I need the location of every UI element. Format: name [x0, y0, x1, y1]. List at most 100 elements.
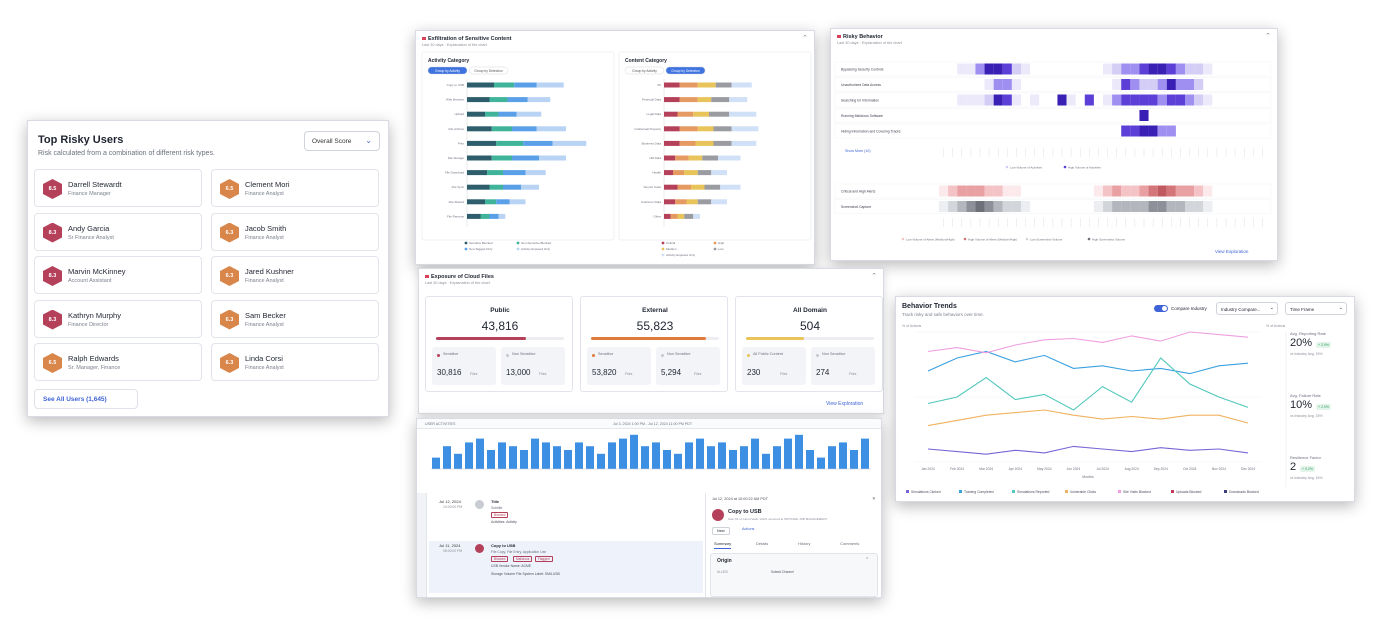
exposure-subpanel: Sensitive 53,820 Files — [587, 347, 651, 385]
group-toggle-button[interactable] — [624, 66, 665, 75]
detail-tab[interactable]: Details — [756, 541, 769, 546]
event-title: Copy to USB — [491, 543, 516, 548]
heatmap-cell — [1030, 94, 1040, 106]
see-all-users-button[interactable]: See All Users (1,645) — [34, 389, 138, 409]
event-detail: Storage Volume File System Label: SMILUS… — [491, 572, 560, 576]
group-toggle-button[interactable] — [665, 66, 706, 75]
x-tick-label: Sep 2024 — [1154, 467, 1168, 471]
user-card[interactable]: 6.3 Jacob Smith Finance Analyst — [211, 212, 379, 251]
heatmap-cell — [1157, 63, 1167, 75]
bar-segment — [679, 126, 698, 132]
user-card[interactable]: 6.5 Ralph Edwards Sr. Manager, Finance — [34, 343, 202, 381]
user-card[interactable]: 8.3 Kathryn Murphy Finance Director — [34, 299, 202, 338]
heatmap-cell — [1002, 201, 1012, 212]
heatmap-cell — [1139, 110, 1149, 121]
exposure-bar — [436, 337, 564, 340]
more-icon[interactable]: ⌃ — [802, 35, 808, 42]
risk-score-badge: 6.3 — [220, 222, 239, 243]
actions-dropdown[interactable]: Actions — [742, 527, 755, 531]
detail-tab[interactable]: History — [798, 541, 811, 546]
detail-tab[interactable]: Comments — [840, 541, 860, 546]
exfiltration-charts: Activity Category Group by Activity Group … — [421, 51, 812, 257]
stat-label: Avg. Reporting Rate — [1290, 331, 1326, 336]
user-name: Jared Kushner — [245, 267, 294, 276]
user-card[interactable]: 8.3 Marvin McKinney Account Assistant — [34, 256, 202, 294]
subpanel-unit: Files — [470, 372, 478, 376]
heatmap-cell — [1130, 63, 1140, 75]
exposure-subpanel: All Public Content 230 Files — [742, 347, 806, 385]
bar-segment — [675, 199, 687, 205]
bar-segment — [684, 170, 698, 176]
timeline-side-tab[interactable] — [417, 493, 427, 597]
heatmap-cell — [984, 79, 994, 90]
file-icon — [475, 500, 484, 509]
bar-segment — [688, 155, 703, 161]
more-icon[interactable]: ⌃ — [1265, 33, 1271, 40]
timeline-event[interactable]: Jul 11, 2024 08:00:00 PM Copy to USB File C… — [429, 541, 703, 593]
heatmap-cell — [984, 63, 994, 75]
bar-segment — [487, 170, 503, 176]
category-label: File Sync — [452, 185, 465, 189]
histogram-bar — [641, 446, 649, 469]
compare-industry-toggle[interactable] — [1154, 305, 1168, 312]
x-tick-label: Apr 2024 — [1009, 467, 1023, 471]
heatmap-cell — [1112, 94, 1122, 106]
histogram-bar — [608, 442, 616, 469]
bar-segment — [664, 97, 680, 103]
view-exploration-link[interactable]: View Exploration — [826, 401, 864, 407]
bar-segment — [677, 213, 685, 219]
card-title: Top Risky Users — [38, 134, 124, 146]
group-toggle-label: Group by Activity — [632, 69, 657, 73]
user-card[interactable]: 6.5 Clement Mori Finance Analyst — [211, 169, 379, 207]
user-card[interactable]: 6.3 Sam Becker Finance Analyst — [211, 299, 379, 338]
close-icon[interactable]: ✕ — [872, 496, 876, 501]
legend-label: High — [718, 241, 725, 245]
bar-segment — [684, 213, 694, 219]
timeline-event[interactable]: Jul 12, 2024 10:00:00 PM Title Subtitle Bloc… — [429, 497, 703, 537]
histogram-bar — [586, 446, 594, 469]
legend-label: Low Screenshot Volume — [1030, 238, 1063, 242]
bar-segment — [697, 82, 716, 88]
legend-swatch — [661, 247, 665, 251]
user-card[interactable]: 8.5 Darrell Stewardt Finance Manager — [34, 169, 202, 207]
show-more-button[interactable]: Show More (10) — [845, 149, 871, 153]
card-subtitle: Track risky and safe behaviors over time… — [902, 312, 984, 317]
histogram-bar — [762, 453, 770, 469]
heatmap-cell — [984, 185, 994, 197]
bar-segment — [704, 184, 721, 190]
heatmap-cell — [957, 185, 967, 197]
user-card[interactable]: 8.3 Andy Garcia Sr Finance Analyst — [34, 212, 202, 251]
legend-label: Low Volume of Activities — [1010, 166, 1043, 170]
more-icon[interactable]: ⌃ — [871, 273, 877, 280]
subpanel-unit: Files — [625, 372, 633, 376]
heatmap-cell — [1002, 94, 1012, 106]
user-card[interactable]: 6.3 Linda Corsi Finance Analyst — [211, 343, 379, 381]
bar-segment — [711, 199, 727, 205]
user-role: Finance Analyst — [245, 321, 284, 328]
exposure-subpanel: Non Sensitive 13,000 Files — [501, 347, 565, 385]
heatmap-cell — [993, 94, 1003, 106]
bar-segment — [539, 155, 566, 161]
card-subtitle: Risk calculated from a combination of di… — [38, 150, 215, 157]
user-name: Darrell Stewardt — [68, 180, 122, 189]
user-card[interactable]: 6.3 Jared Kushner Finance Analyst — [211, 256, 379, 294]
legend-label: Vulnerable Clicks — [1070, 490, 1096, 494]
detail-tab[interactable]: Summary — [714, 541, 732, 549]
heatmap-cell — [1194, 63, 1204, 75]
score-dropdown[interactable]: Overall Score ⌄ — [304, 131, 380, 151]
status-dropdown[interactable]: New — [712, 527, 730, 535]
histogram-bar — [454, 453, 462, 469]
heatmap-cell — [1021, 63, 1031, 75]
view-exploration-link[interactable]: View Exploration — [1215, 249, 1249, 254]
legend-label: Activity Exposed Only — [521, 247, 551, 251]
industry-dropdown[interactable]: Industry Compare... ⌄ — [1216, 302, 1278, 315]
group-toggle-button[interactable] — [427, 66, 468, 75]
compare-industry-label: Compare Industry — [1171, 306, 1207, 311]
chevron-up-icon[interactable]: ⌃ — [865, 557, 870, 563]
group-toggle-button[interactable] — [468, 66, 509, 75]
heatmap-cell — [1121, 63, 1131, 75]
chevron-down-icon: ⌄ — [1269, 305, 1274, 311]
heatmap-cell — [1112, 79, 1122, 90]
time-frame-dropdown[interactable]: Time Frame ⌄ — [1285, 302, 1347, 315]
bar-segment — [467, 213, 481, 219]
